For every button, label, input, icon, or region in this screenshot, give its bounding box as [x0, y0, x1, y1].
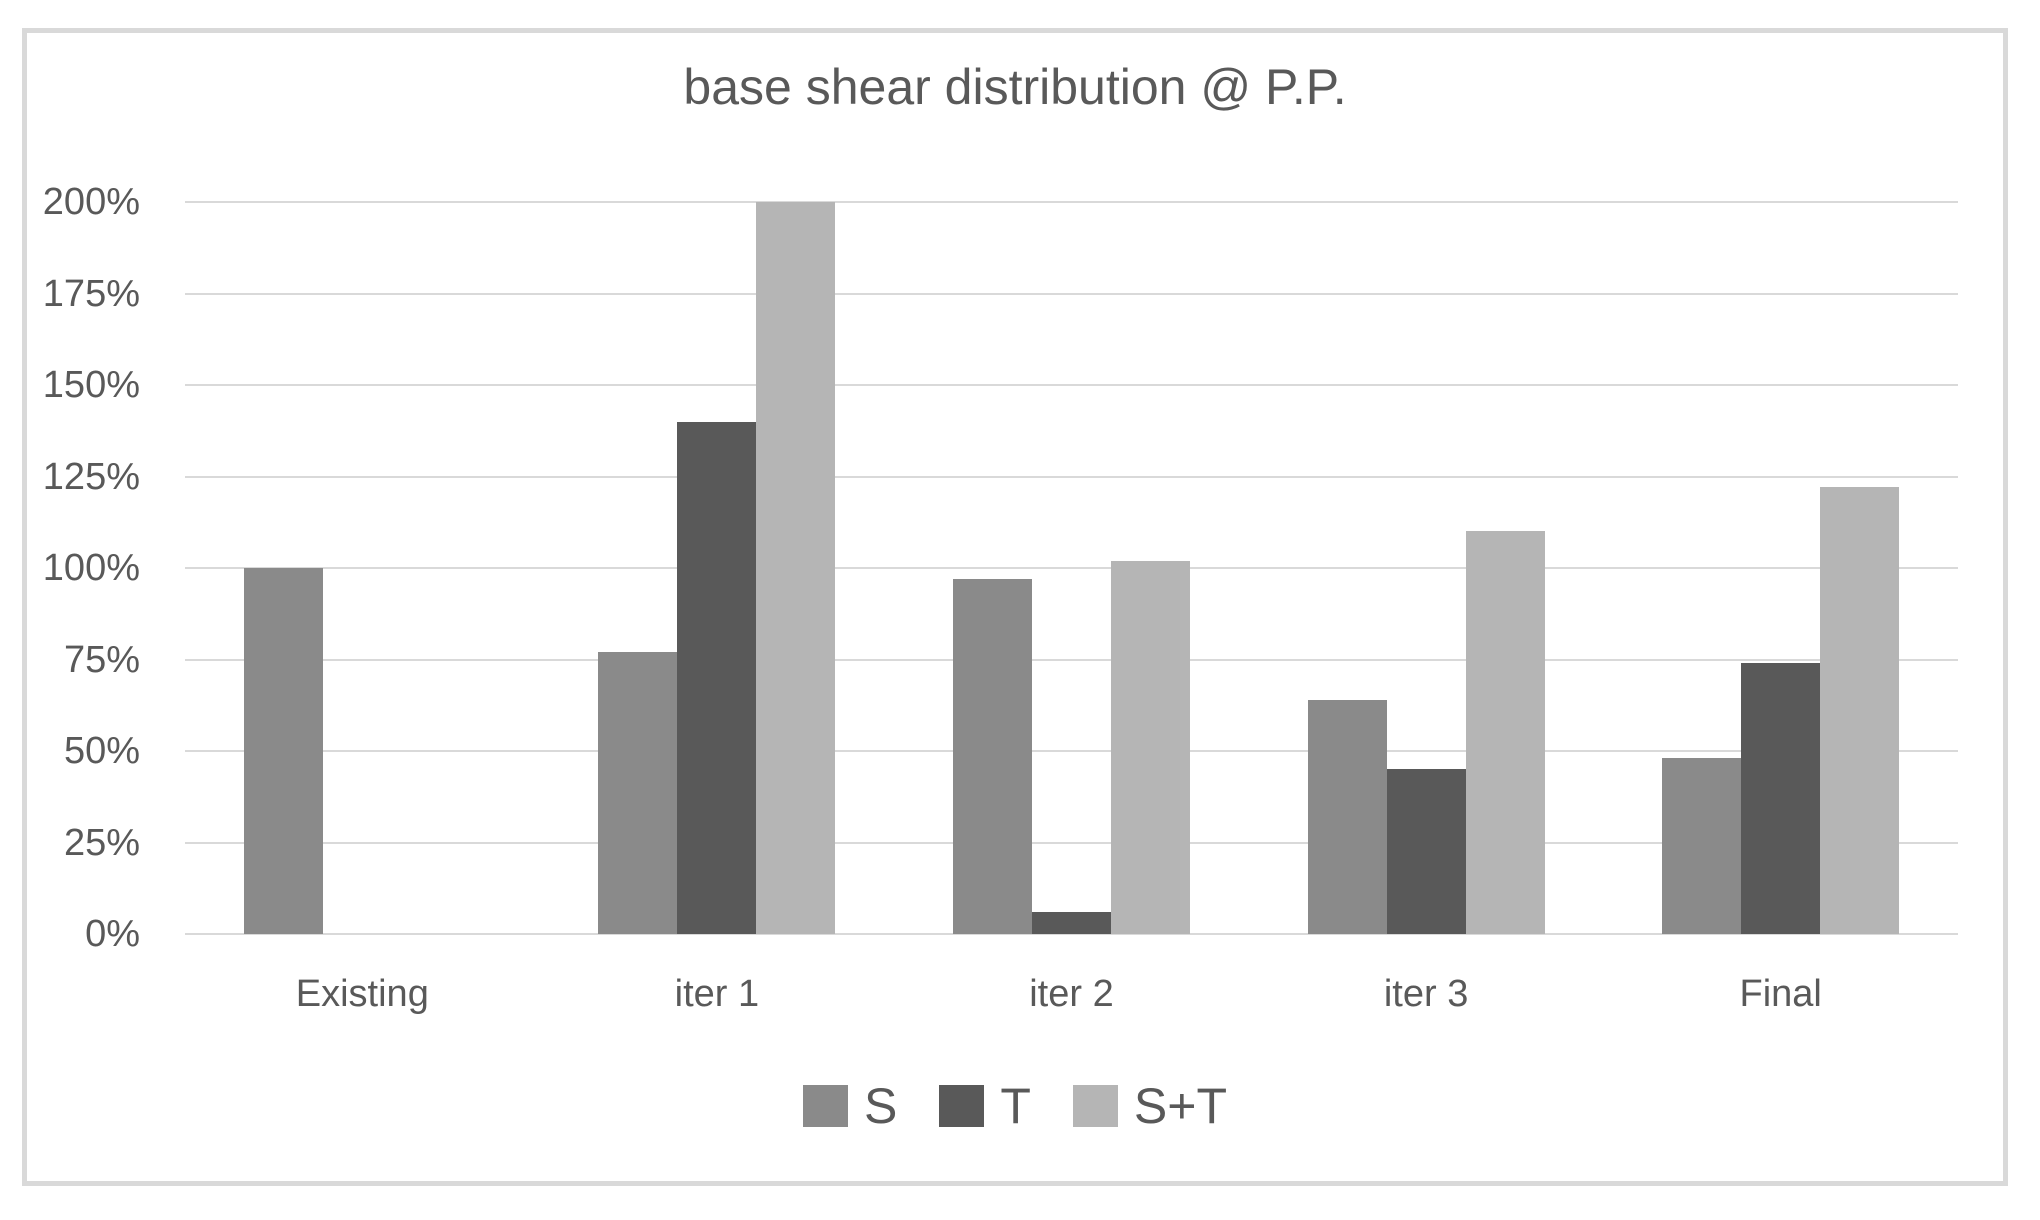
legend-label-s-plus-t: S+T	[1133, 1078, 1227, 1134]
gridline-50pct	[185, 750, 1958, 752]
y-tick-label-175pct: 175%	[42, 272, 140, 315]
y-tick-label-100pct: 100%	[42, 547, 140, 589]
legend-label-t: T	[1000, 1078, 1031, 1134]
gridline-175pct	[185, 292, 1958, 295]
bar-s-plus-t-iter-1	[756, 202, 836, 934]
legend-item-t: T	[939, 1078, 1031, 1134]
x-axis-label-existing: Existing	[295, 973, 429, 1015]
bar-s-existing	[243, 568, 323, 934]
y-tick-label-50pct: 50%	[63, 730, 140, 772]
bar-t-iter-3	[1386, 769, 1466, 934]
y-tick-label-200pct: 200%	[42, 181, 140, 223]
legend: S T S+T	[22, 1062, 2008, 1150]
bar-t-iter-1	[677, 422, 757, 934]
x-axis-label-iter-3: iter 3	[1383, 973, 1469, 1015]
gridline-100pct	[185, 567, 1958, 569]
bar-s-iter-2	[953, 579, 1032, 934]
legend-swatch-s	[803, 1085, 848, 1127]
bar-s-iter-1	[598, 652, 678, 934]
y-tick-label-125pct: 125%	[42, 455, 140, 498]
x-axis-label-iter-2: iter 2	[1029, 973, 1114, 1015]
legend-item-s-plus-t: S+T	[1072, 1078, 1227, 1134]
y-tick-label-150pct: 150%	[42, 364, 140, 406]
gridline-75pct	[185, 658, 1958, 661]
bar-s-final	[1662, 758, 1742, 934]
legend-swatch-t	[939, 1085, 985, 1127]
bar-t-final	[1741, 663, 1821, 934]
y-tick-label-0pct: 0%	[85, 913, 140, 955]
gridline-200pct	[185, 201, 1958, 203]
bar-t-iter-2	[1032, 912, 1111, 934]
gridline-125pct	[185, 475, 1958, 478]
x-axis-label-final: Final	[1739, 973, 1822, 1015]
y-tick-label-75pct: 75%	[63, 638, 140, 681]
y-tick-label-25pct: 25%	[63, 821, 140, 864]
legend-item-s: S	[803, 1078, 897, 1134]
legend-label-s: S	[864, 1078, 898, 1134]
chart-title: base shear distribution @ P.P.	[683, 59, 1347, 115]
gridline-150pct	[185, 384, 1958, 386]
bar-s-plus-t-iter-2	[1111, 561, 1190, 934]
legend-swatch-s-plus-t	[1072, 1085, 1118, 1127]
bar-s-plus-t-final	[1820, 487, 1900, 934]
gridline-0pct	[185, 933, 1958, 935]
bar-s-plus-t-iter-3	[1465, 531, 1545, 934]
x-axis-label-iter-1: iter 1	[674, 973, 760, 1015]
gridline-25pct	[185, 841, 1958, 844]
bar-s-iter-3	[1307, 700, 1387, 934]
